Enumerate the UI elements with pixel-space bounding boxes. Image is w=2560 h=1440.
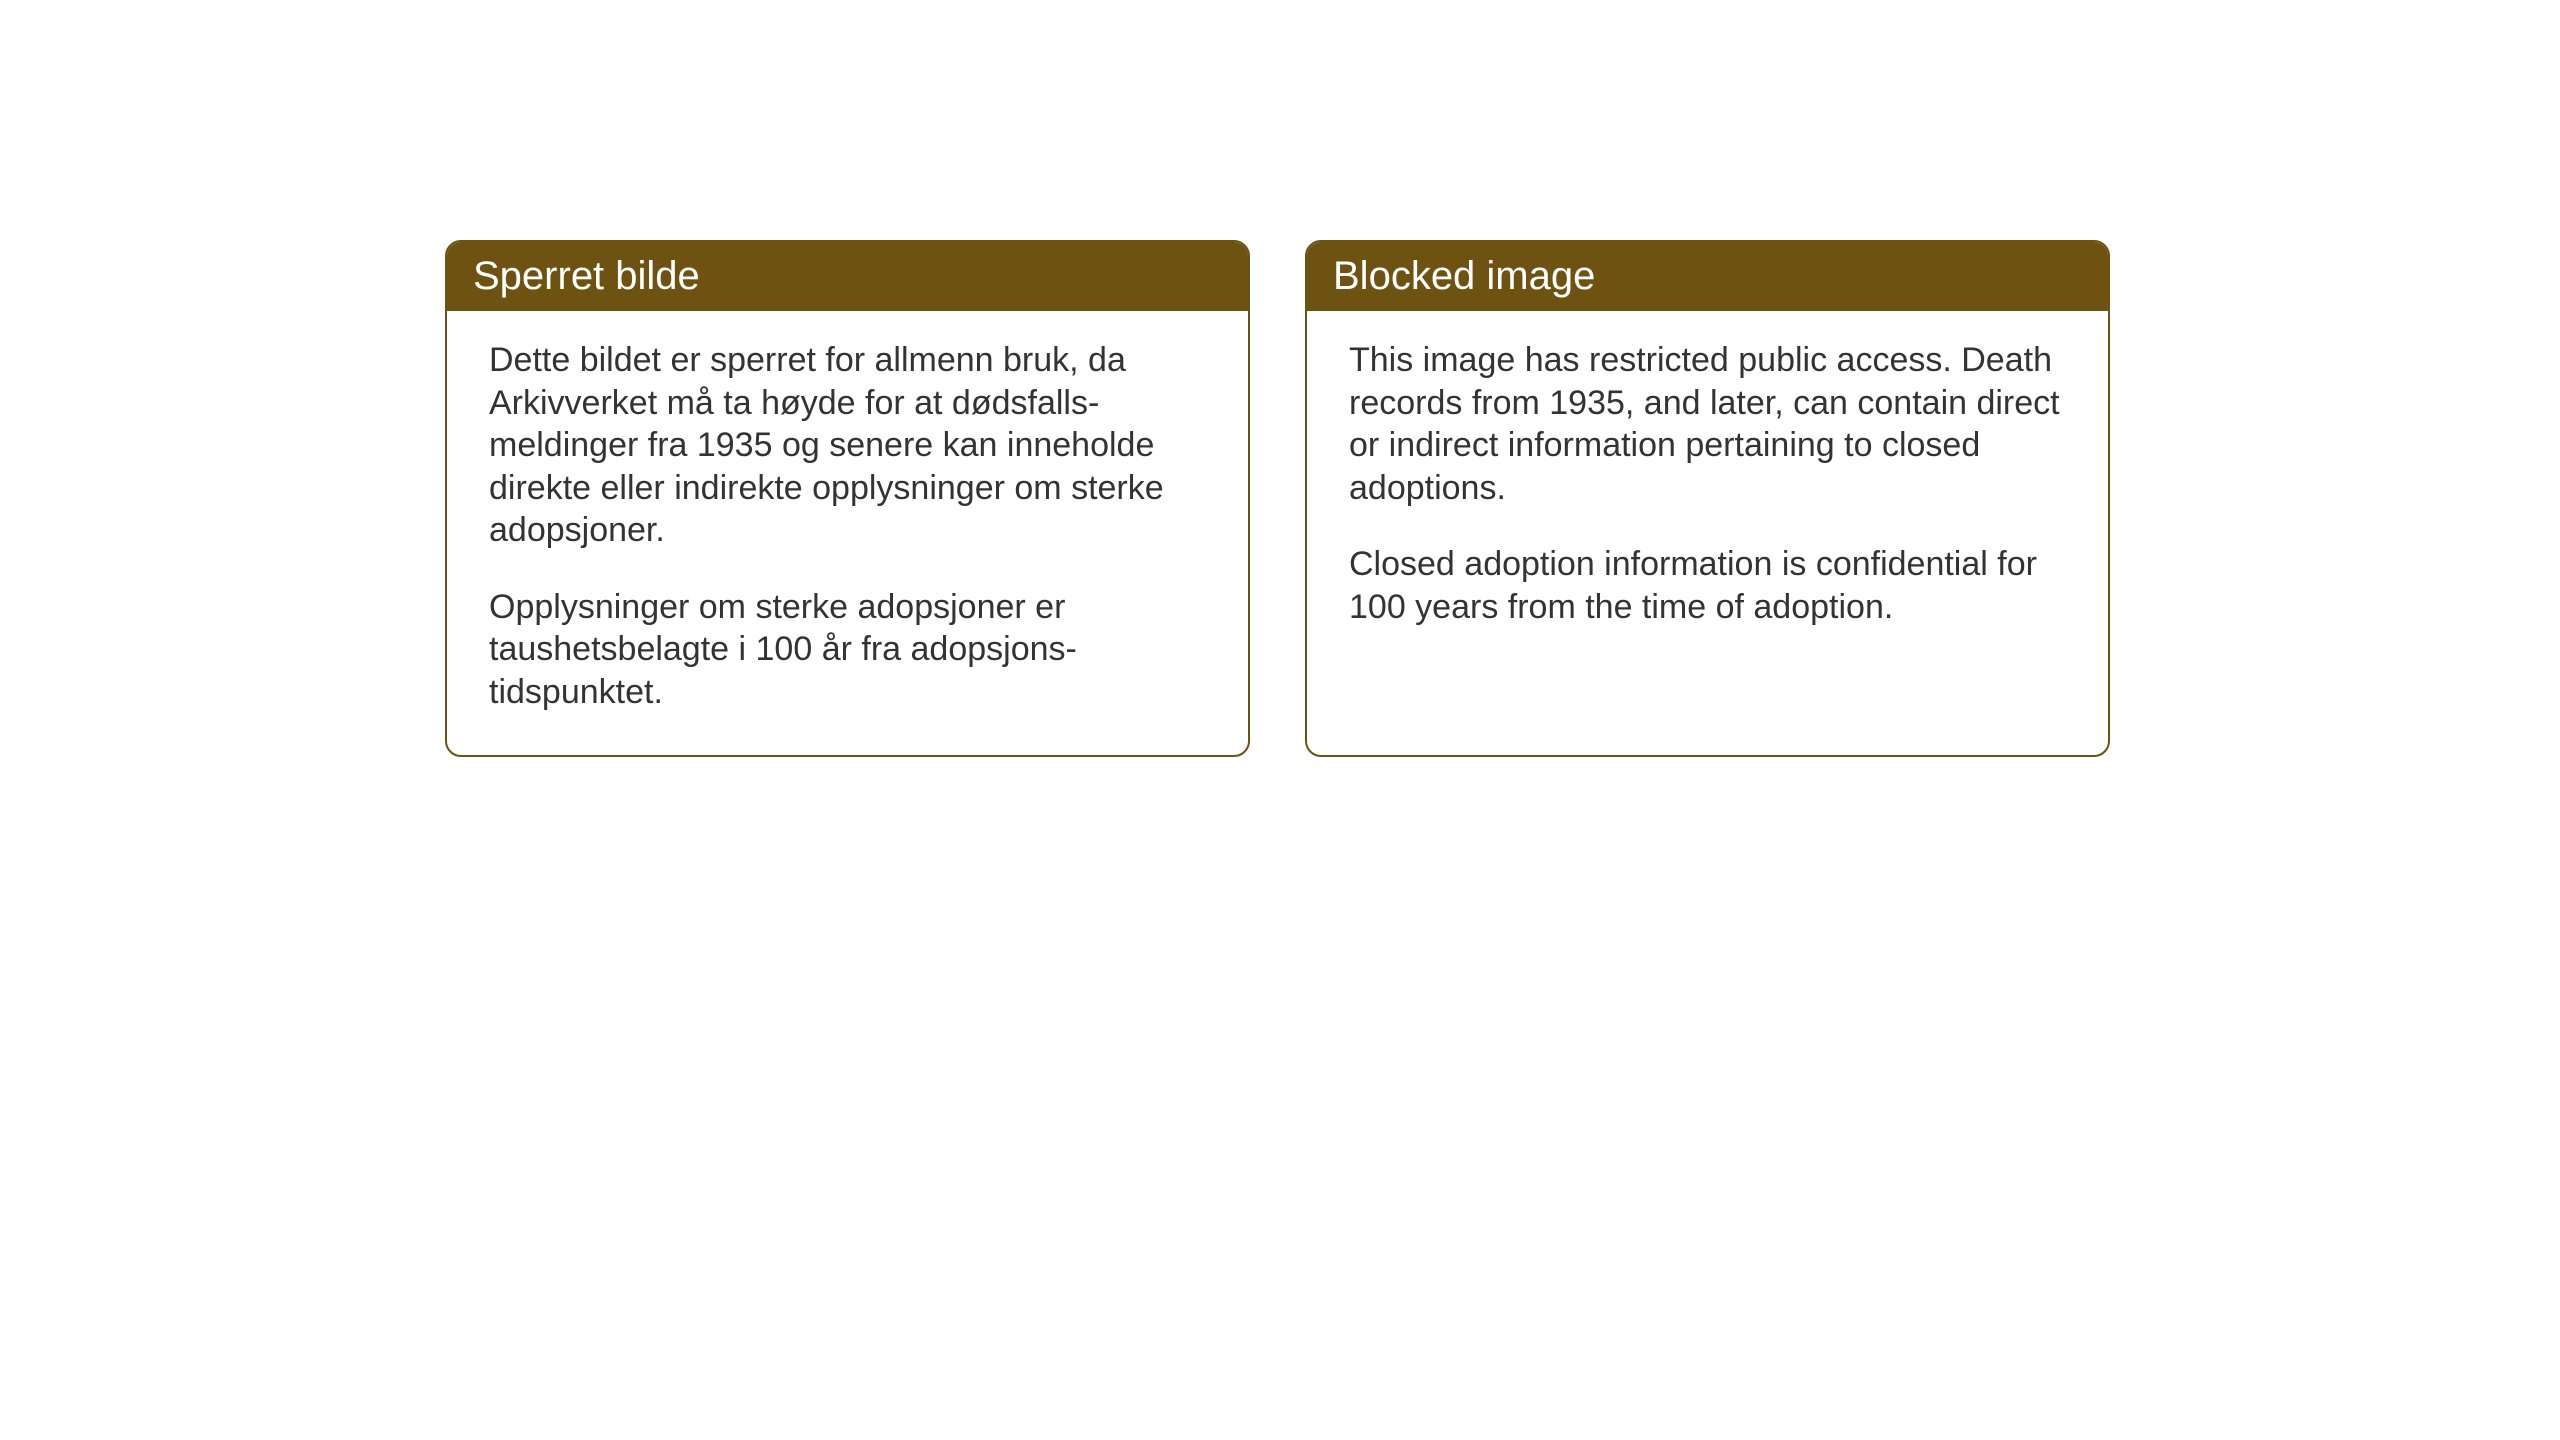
card-header-english: Blocked image	[1307, 242, 2108, 311]
card-body-english: This image has restricted public access.…	[1307, 311, 2108, 670]
card-paragraph-2-english: Closed adoption information is confident…	[1349, 543, 2066, 628]
card-title-norwegian: Sperret bilde	[473, 254, 700, 298]
card-paragraph-1-norwegian: Dette bildet er sperret for allmenn bruk…	[489, 339, 1206, 552]
notice-container: Sperret bilde Dette bildet er sperret fo…	[445, 240, 2110, 757]
card-paragraph-2-norwegian: Opplysninger om sterke adopsjoner er tau…	[489, 586, 1206, 714]
card-header-norwegian: Sperret bilde	[447, 242, 1248, 311]
notice-card-norwegian: Sperret bilde Dette bildet er sperret fo…	[445, 240, 1250, 757]
notice-card-english: Blocked image This image has restricted …	[1305, 240, 2110, 757]
card-paragraph-1-english: This image has restricted public access.…	[1349, 339, 2066, 509]
card-title-english: Blocked image	[1333, 254, 1595, 298]
card-body-norwegian: Dette bildet er sperret for allmenn bruk…	[447, 311, 1248, 755]
